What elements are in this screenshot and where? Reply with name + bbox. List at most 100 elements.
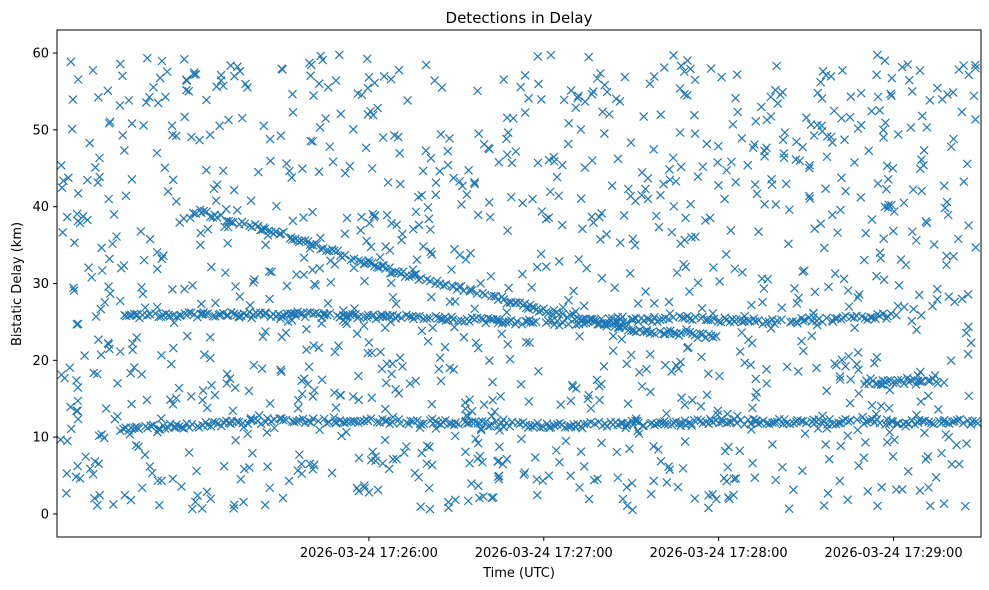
detection-point: [952, 440, 962, 450]
detection-point: [184, 86, 194, 96]
detection-point: [187, 419, 197, 429]
detection-point: [190, 497, 200, 507]
detection-point: [595, 68, 605, 78]
detection-point: [239, 309, 249, 319]
detection-point: [861, 228, 871, 238]
detection-point: [702, 390, 712, 400]
detection-point: [239, 497, 248, 507]
detection-point: [311, 281, 321, 290]
detection-point: [704, 491, 714, 500]
detection-point: [838, 66, 847, 75]
detection-point: [175, 218, 185, 227]
detection-point: [404, 272, 414, 282]
detection-point: [223, 238, 233, 248]
detection-point: [306, 60, 316, 70]
detection-point: [743, 315, 753, 325]
detection-point: [65, 363, 75, 373]
detection-point: [373, 485, 383, 495]
detection-point: [639, 112, 649, 121]
detection-point: [837, 173, 846, 183]
detection-point: [450, 495, 460, 505]
detection-point: [762, 379, 772, 388]
detection-point: [303, 379, 313, 389]
detection-point: [449, 173, 458, 183]
detection-point: [721, 249, 731, 259]
detection-point: [654, 445, 663, 454]
detection-point: [873, 179, 883, 188]
detection-point: [827, 138, 837, 147]
detection-point: [963, 322, 973, 332]
detection-point: [615, 238, 625, 248]
detection-point: [763, 274, 773, 284]
detection-point: [676, 357, 686, 367]
detection-point: [465, 458, 474, 468]
detection-point: [60, 373, 70, 383]
detection-point: [445, 134, 454, 143]
detection-point: [354, 453, 364, 463]
detection-point: [476, 424, 486, 434]
detection-point: [646, 489, 656, 499]
detection-point: [497, 329, 507, 339]
detection-point: [162, 67, 172, 77]
detection-point: [142, 311, 152, 320]
detection-point: [168, 399, 178, 409]
detection-point: [743, 160, 753, 170]
detection-point: [943, 210, 953, 220]
detection-point: [660, 360, 670, 370]
detection-point: [888, 417, 898, 426]
detection-point: [75, 218, 85, 228]
detection-point: [180, 284, 189, 294]
detection-point: [856, 192, 866, 202]
detection-point: [779, 153, 789, 163]
detection-point: [447, 265, 456, 274]
detection-point: [411, 270, 421, 279]
detection-point: [348, 309, 357, 319]
detection-point: [520, 71, 530, 80]
detection-point: [127, 399, 136, 409]
detection-point: [645, 349, 655, 359]
detection-point: [620, 72, 630, 82]
detection-point: [659, 179, 668, 189]
detection-point: [754, 315, 763, 325]
detection-point: [845, 112, 855, 122]
detection-point: [168, 175, 178, 185]
detection-point: [567, 380, 577, 390]
detection-point: [119, 146, 129, 155]
detection-point: [314, 167, 324, 177]
detection-point: [419, 419, 429, 429]
detection-point: [69, 283, 78, 293]
detection-point: [382, 359, 392, 369]
detection-point: [835, 476, 845, 486]
detection-point: [893, 130, 903, 139]
detection-point: [664, 297, 674, 307]
detection-point: [903, 466, 913, 476]
detection-point: [67, 124, 77, 134]
detection-point: [220, 268, 230, 278]
detection-point: [817, 126, 827, 136]
detection-point: [380, 416, 390, 426]
y-tick-label: 30: [32, 277, 49, 292]
detection-point: [90, 493, 99, 503]
detection-point: [160, 163, 170, 173]
detection-point: [888, 378, 898, 388]
detection-point: [960, 501, 970, 511]
detection-point: [690, 75, 700, 85]
detection-point: [380, 404, 390, 414]
detection-point: [115, 296, 125, 306]
detection-point: [226, 307, 236, 317]
detection-point: [893, 375, 903, 385]
detection-point: [422, 314, 432, 323]
detection-point: [364, 338, 374, 347]
detection-point: [115, 100, 125, 110]
detection-point: [816, 77, 826, 87]
detection-point: [737, 317, 747, 327]
detection-point: [531, 317, 541, 327]
detection-point: [87, 272, 97, 282]
detection-point: [928, 301, 937, 311]
detection-point: [867, 106, 877, 116]
detection-point: [256, 419, 266, 429]
detection-point: [840, 135, 849, 145]
detection-point: [243, 429, 253, 439]
detection-point: [72, 375, 81, 385]
detection-point: [265, 294, 274, 304]
